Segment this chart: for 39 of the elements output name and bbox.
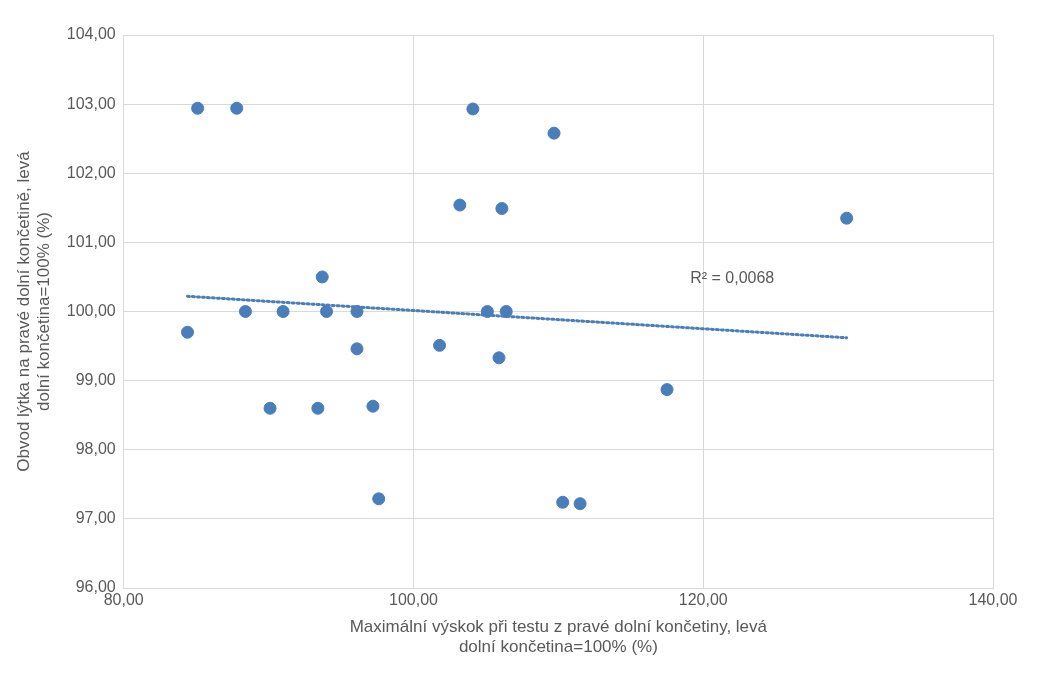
point: [366, 399, 380, 413]
point: [480, 305, 494, 318]
y-axis-title: Obvod lýtka na pravé dolní končetině, levá dolní končetina=100% (%): [13, 150, 54, 472]
point: [660, 383, 674, 397]
y-tick-label: 97,00: [75, 509, 116, 527]
point: [556, 495, 570, 509]
y-tick-label: 103,00: [66, 94, 116, 112]
point: [350, 305, 364, 318]
point: [230, 101, 244, 115]
point: [453, 198, 467, 212]
y-tick-label: 104,00: [66, 25, 116, 43]
point: [191, 101, 205, 115]
y-tick-label: 101,00: [66, 232, 116, 250]
point: [238, 305, 252, 318]
point: [315, 270, 329, 284]
x-tick-label: 100,00: [389, 591, 439, 609]
point: [372, 492, 386, 506]
point: [433, 338, 447, 352]
x-tick-label: 120,00: [678, 591, 728, 609]
y-tick-label: 100,00: [66, 301, 116, 319]
point: [320, 305, 334, 318]
point: [350, 342, 364, 356]
point: [573, 497, 587, 511]
point: [547, 126, 561, 140]
point: [466, 102, 480, 116]
y-tick-label: 99,00: [75, 371, 116, 389]
point: [499, 305, 513, 318]
point: [276, 305, 290, 318]
point: [495, 202, 509, 215]
point: [311, 401, 325, 415]
x-tick-label: 140,00: [968, 591, 1018, 609]
y-tick-label: 102,00: [66, 163, 116, 181]
annotation: R² = 0,0068: [690, 268, 775, 286]
x-axis-title: Maximální výskok při testu z pravé dolní končetiny, levá dolní končetina=100% (%): [349, 617, 768, 657]
y-tick-label: 98,00: [75, 440, 116, 458]
point: [180, 325, 194, 339]
point: [492, 351, 506, 365]
point: [840, 211, 854, 225]
point: [263, 401, 277, 415]
